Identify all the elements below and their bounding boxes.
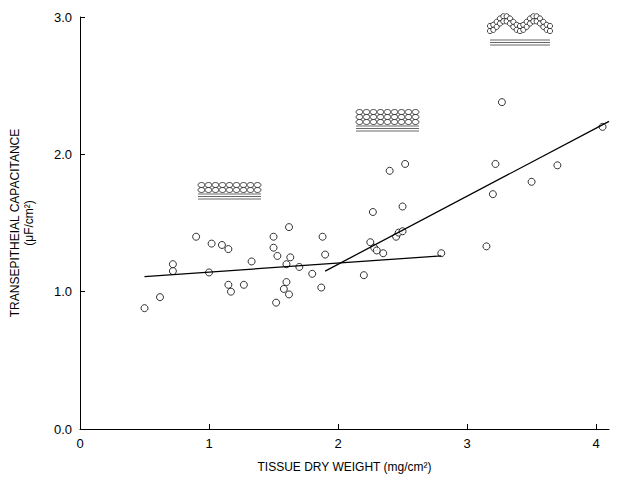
svg-text:2.0: 2.0 [54, 147, 72, 162]
svg-text:3.0: 3.0 [54, 10, 72, 25]
svg-text:(μF/cm²): (μF/cm²) [22, 200, 36, 246]
svg-text:1: 1 [205, 436, 212, 451]
svg-text:0.0: 0.0 [54, 422, 72, 437]
svg-text:2: 2 [334, 436, 341, 451]
svg-text:TRANSEPITHEIAL CAPACITANCE: TRANSEPITHEIAL CAPACITANCE [8, 129, 22, 317]
svg-text:0: 0 [76, 436, 83, 451]
svg-text:1.0: 1.0 [54, 284, 72, 299]
svg-text:TISSUE DRY WEIGHT (mg/cm²): TISSUE DRY WEIGHT (mg/cm²) [257, 460, 431, 474]
svg-text:4: 4 [592, 436, 599, 451]
svg-text:3: 3 [463, 436, 470, 451]
